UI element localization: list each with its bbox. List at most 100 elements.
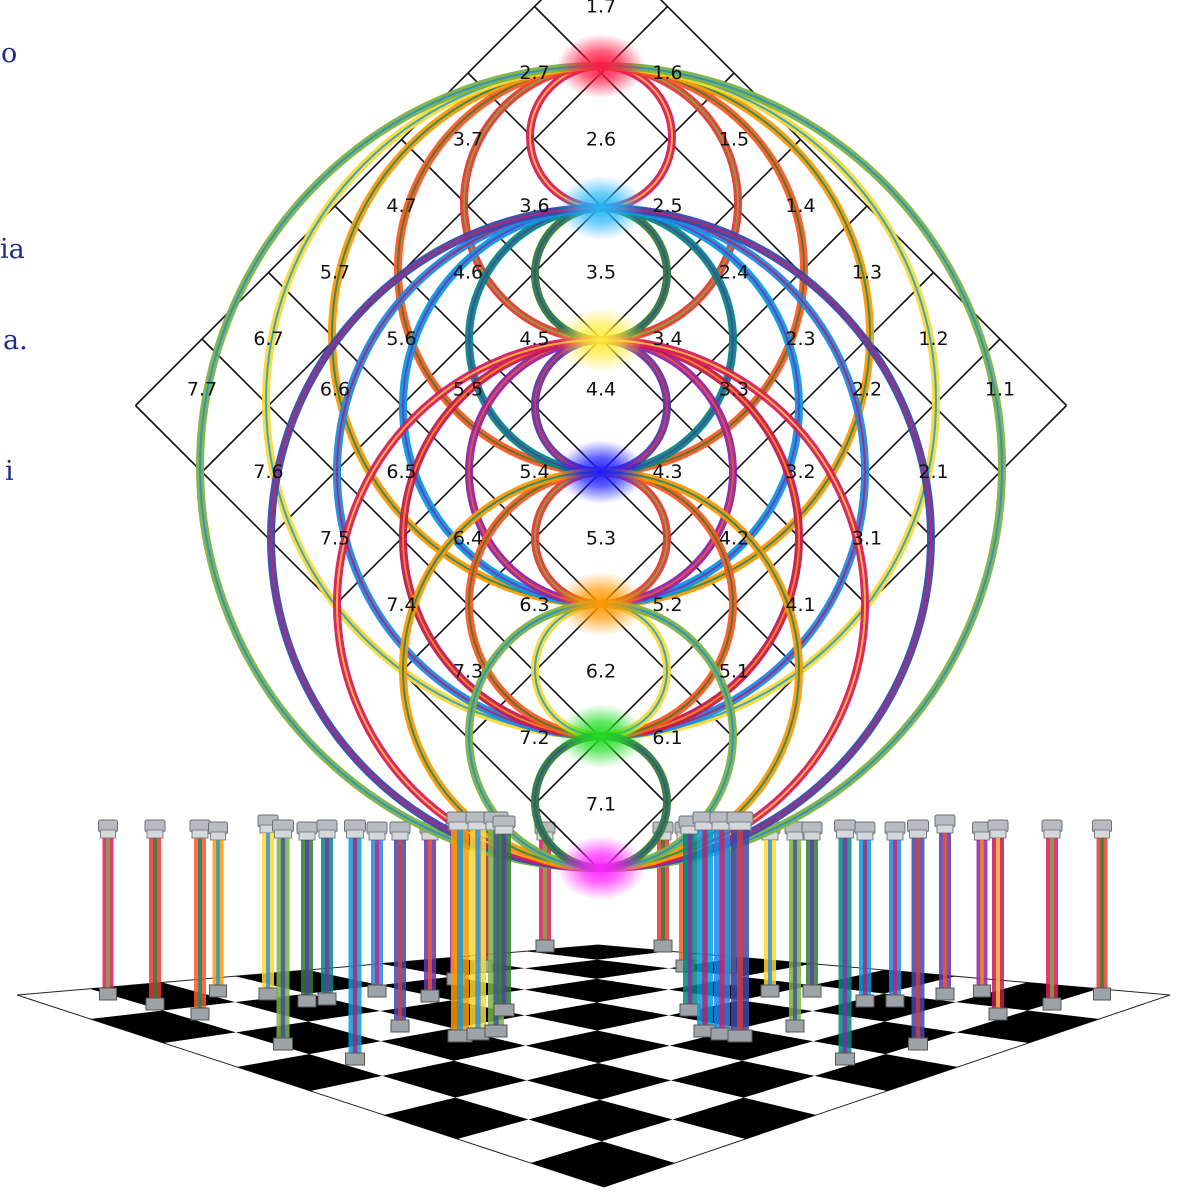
grid-label: 3.2 (785, 461, 815, 483)
side-text-1: o (1, 38, 18, 69)
grid-line (134, 0, 543, 407)
grid-label: 7.7 (187, 379, 217, 401)
pillar (316, 819, 338, 1006)
grid-line (467, 72, 935, 540)
floor-tile (235, 993, 381, 1022)
grid-label: 4.7 (386, 195, 416, 217)
floor-tile (526, 1062, 671, 1100)
grid-label: 1.6 (652, 62, 682, 84)
floor-tile (382, 1060, 527, 1098)
glow-node (557, 440, 645, 504)
grid-label: 6.4 (453, 528, 483, 550)
grid-label: 1.7 (586, 0, 616, 18)
grid-label: 2.1 (918, 461, 948, 483)
pillar (366, 821, 388, 998)
grid-label: 1.4 (785, 195, 815, 217)
grid-label: 4.3 (652, 461, 682, 483)
floor-tile (528, 1099, 673, 1142)
grid-label: 7.4 (386, 594, 416, 616)
grid-label: 6.2 (586, 661, 616, 683)
side-text-2: ia (0, 234, 25, 265)
floor-tile (814, 1054, 958, 1091)
grid-label: 7.3 (453, 661, 483, 683)
grid-label: 1.5 (719, 129, 749, 151)
grid-label: 2.6 (586, 129, 616, 151)
floor-tile (955, 982, 1099, 1011)
grid-line (659, 0, 1068, 407)
floor-tile (672, 1097, 817, 1139)
grid-label: 4.6 (453, 262, 483, 284)
glow-node (557, 34, 645, 98)
floor-tile (237, 1054, 383, 1091)
pillar (884, 821, 906, 1008)
grid-label: 6.3 (519, 594, 549, 616)
side-text-3: a. (3, 325, 28, 356)
side-text-4: i (5, 456, 14, 487)
grid-label: 7.6 (253, 461, 283, 483)
pillar (492, 815, 516, 1017)
grid-label: 4.1 (785, 594, 815, 616)
grid-label: 5.4 (519, 461, 549, 483)
glow-node (557, 836, 645, 900)
pillar (189, 819, 211, 1021)
grid-label: 5.3 (586, 528, 616, 550)
pillar (1041, 819, 1063, 1011)
floor-tile (956, 1010, 1100, 1043)
grid-label: 4.2 (719, 528, 749, 550)
pillar (344, 819, 366, 1066)
grid-label: 2.2 (852, 379, 882, 401)
pillar (987, 819, 1009, 1021)
pillar (296, 821, 318, 1008)
grid-label: 7.5 (320, 528, 350, 550)
grid-label: 4.4 (586, 379, 616, 401)
grid-line (467, 271, 935, 739)
grid-label: 6.1 (652, 727, 682, 749)
grid-label: 1.1 (985, 379, 1015, 401)
grid-label: 2.7 (519, 62, 549, 84)
pillar (834, 819, 856, 1066)
glow-node (557, 176, 645, 240)
floor-tile (524, 959, 669, 979)
floor-tile (525, 945, 670, 960)
floor-tile (530, 1141, 675, 1187)
grid-label: 3.3 (719, 379, 749, 401)
grid-label: 7.1 (586, 794, 616, 816)
pillar (726, 811, 754, 1043)
grid-label: 7.2 (519, 727, 549, 749)
pillars-front-row (446, 811, 754, 1043)
pillar (257, 814, 279, 1001)
pillar (678, 815, 702, 1017)
floor-tile (524, 978, 669, 1003)
grid-label: 6.7 (253, 328, 283, 350)
pillar (1092, 819, 1112, 1001)
pillar (208, 821, 228, 998)
floor-tile (380, 1028, 526, 1061)
pillar (972, 821, 992, 998)
grid-label: 4.5 (519, 328, 549, 350)
grid-label: 3.6 (519, 195, 549, 217)
pillar (801, 821, 823, 998)
floor-tile (525, 1030, 670, 1063)
floor-tile (90, 1010, 236, 1043)
pillar (907, 819, 929, 1051)
grid-label: 3.5 (586, 262, 616, 284)
grid-label: 5.7 (320, 262, 350, 284)
pillar (389, 821, 411, 1033)
floor-tile (669, 1028, 814, 1061)
grid-line (267, 72, 735, 540)
glow-node (557, 704, 645, 768)
grid-label: 3.4 (652, 328, 682, 350)
pillar (854, 821, 876, 1008)
grid-label: 2.5 (652, 195, 682, 217)
grid-labels: 1.1 1.2 1.3 1.4 1.5 1.6 1.7 2.1 2.2 2.3 2.4 2.5 2.6 2… (187, 0, 1015, 816)
glow-node (557, 308, 645, 372)
glow-nodes (557, 34, 645, 900)
floor-tile (670, 1060, 815, 1098)
grid-label: 1.2 (918, 328, 948, 350)
glow-node (557, 572, 645, 636)
grid-label: 2.4 (719, 262, 749, 284)
grid-label: 6.5 (386, 461, 416, 483)
grid-label: 1.3 (852, 262, 882, 284)
grid-label: 2.3 (785, 328, 815, 350)
